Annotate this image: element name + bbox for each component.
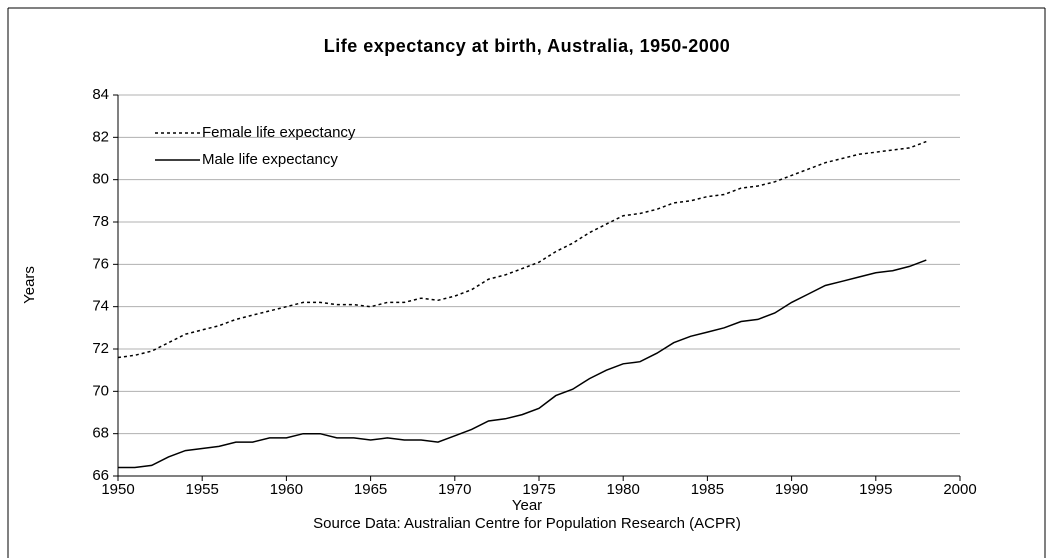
- y-tick-label: 70: [92, 382, 109, 399]
- y-tick-label: 82: [92, 128, 109, 145]
- legend-label: Female life expectancy: [202, 124, 356, 141]
- x-tick-label: 1990: [775, 481, 808, 498]
- series-line: [118, 259, 927, 469]
- chart-title: Life expectancy at birth, Australia, 195…: [324, 36, 731, 56]
- y-axis-label: Years: [21, 266, 38, 304]
- x-tick-label: 2000: [943, 481, 976, 498]
- source: Source Data: Australian Centre for Popul…: [313, 515, 741, 532]
- x-tick-label: 1975: [522, 481, 555, 498]
- y-tick-label: 76: [92, 255, 109, 272]
- y-tick-label: 80: [92, 171, 109, 188]
- y-tick-label: 66: [92, 467, 109, 484]
- series-line: [117, 140, 927, 359]
- y-tick-label: 68: [92, 425, 109, 442]
- legend-label: Male life expectancy: [202, 151, 338, 168]
- y-tick-label: 74: [92, 298, 109, 315]
- x-tick-label: 1950: [101, 481, 134, 498]
- x-tick-label: 1965: [354, 481, 387, 498]
- x-tick-label: 1960: [270, 481, 303, 498]
- x-tick-label: 1995: [859, 481, 892, 498]
- x-tick-label: 1985: [691, 481, 724, 498]
- y-tick-label: 78: [92, 213, 109, 230]
- x-tick-label: 1970: [438, 481, 471, 498]
- x-axis-label: Year: [512, 497, 542, 514]
- y-tick-label: 84: [92, 86, 109, 103]
- y-tick-label: 72: [92, 340, 109, 357]
- x-tick-label: 1980: [607, 481, 640, 498]
- x-tick-label: 1955: [186, 481, 219, 498]
